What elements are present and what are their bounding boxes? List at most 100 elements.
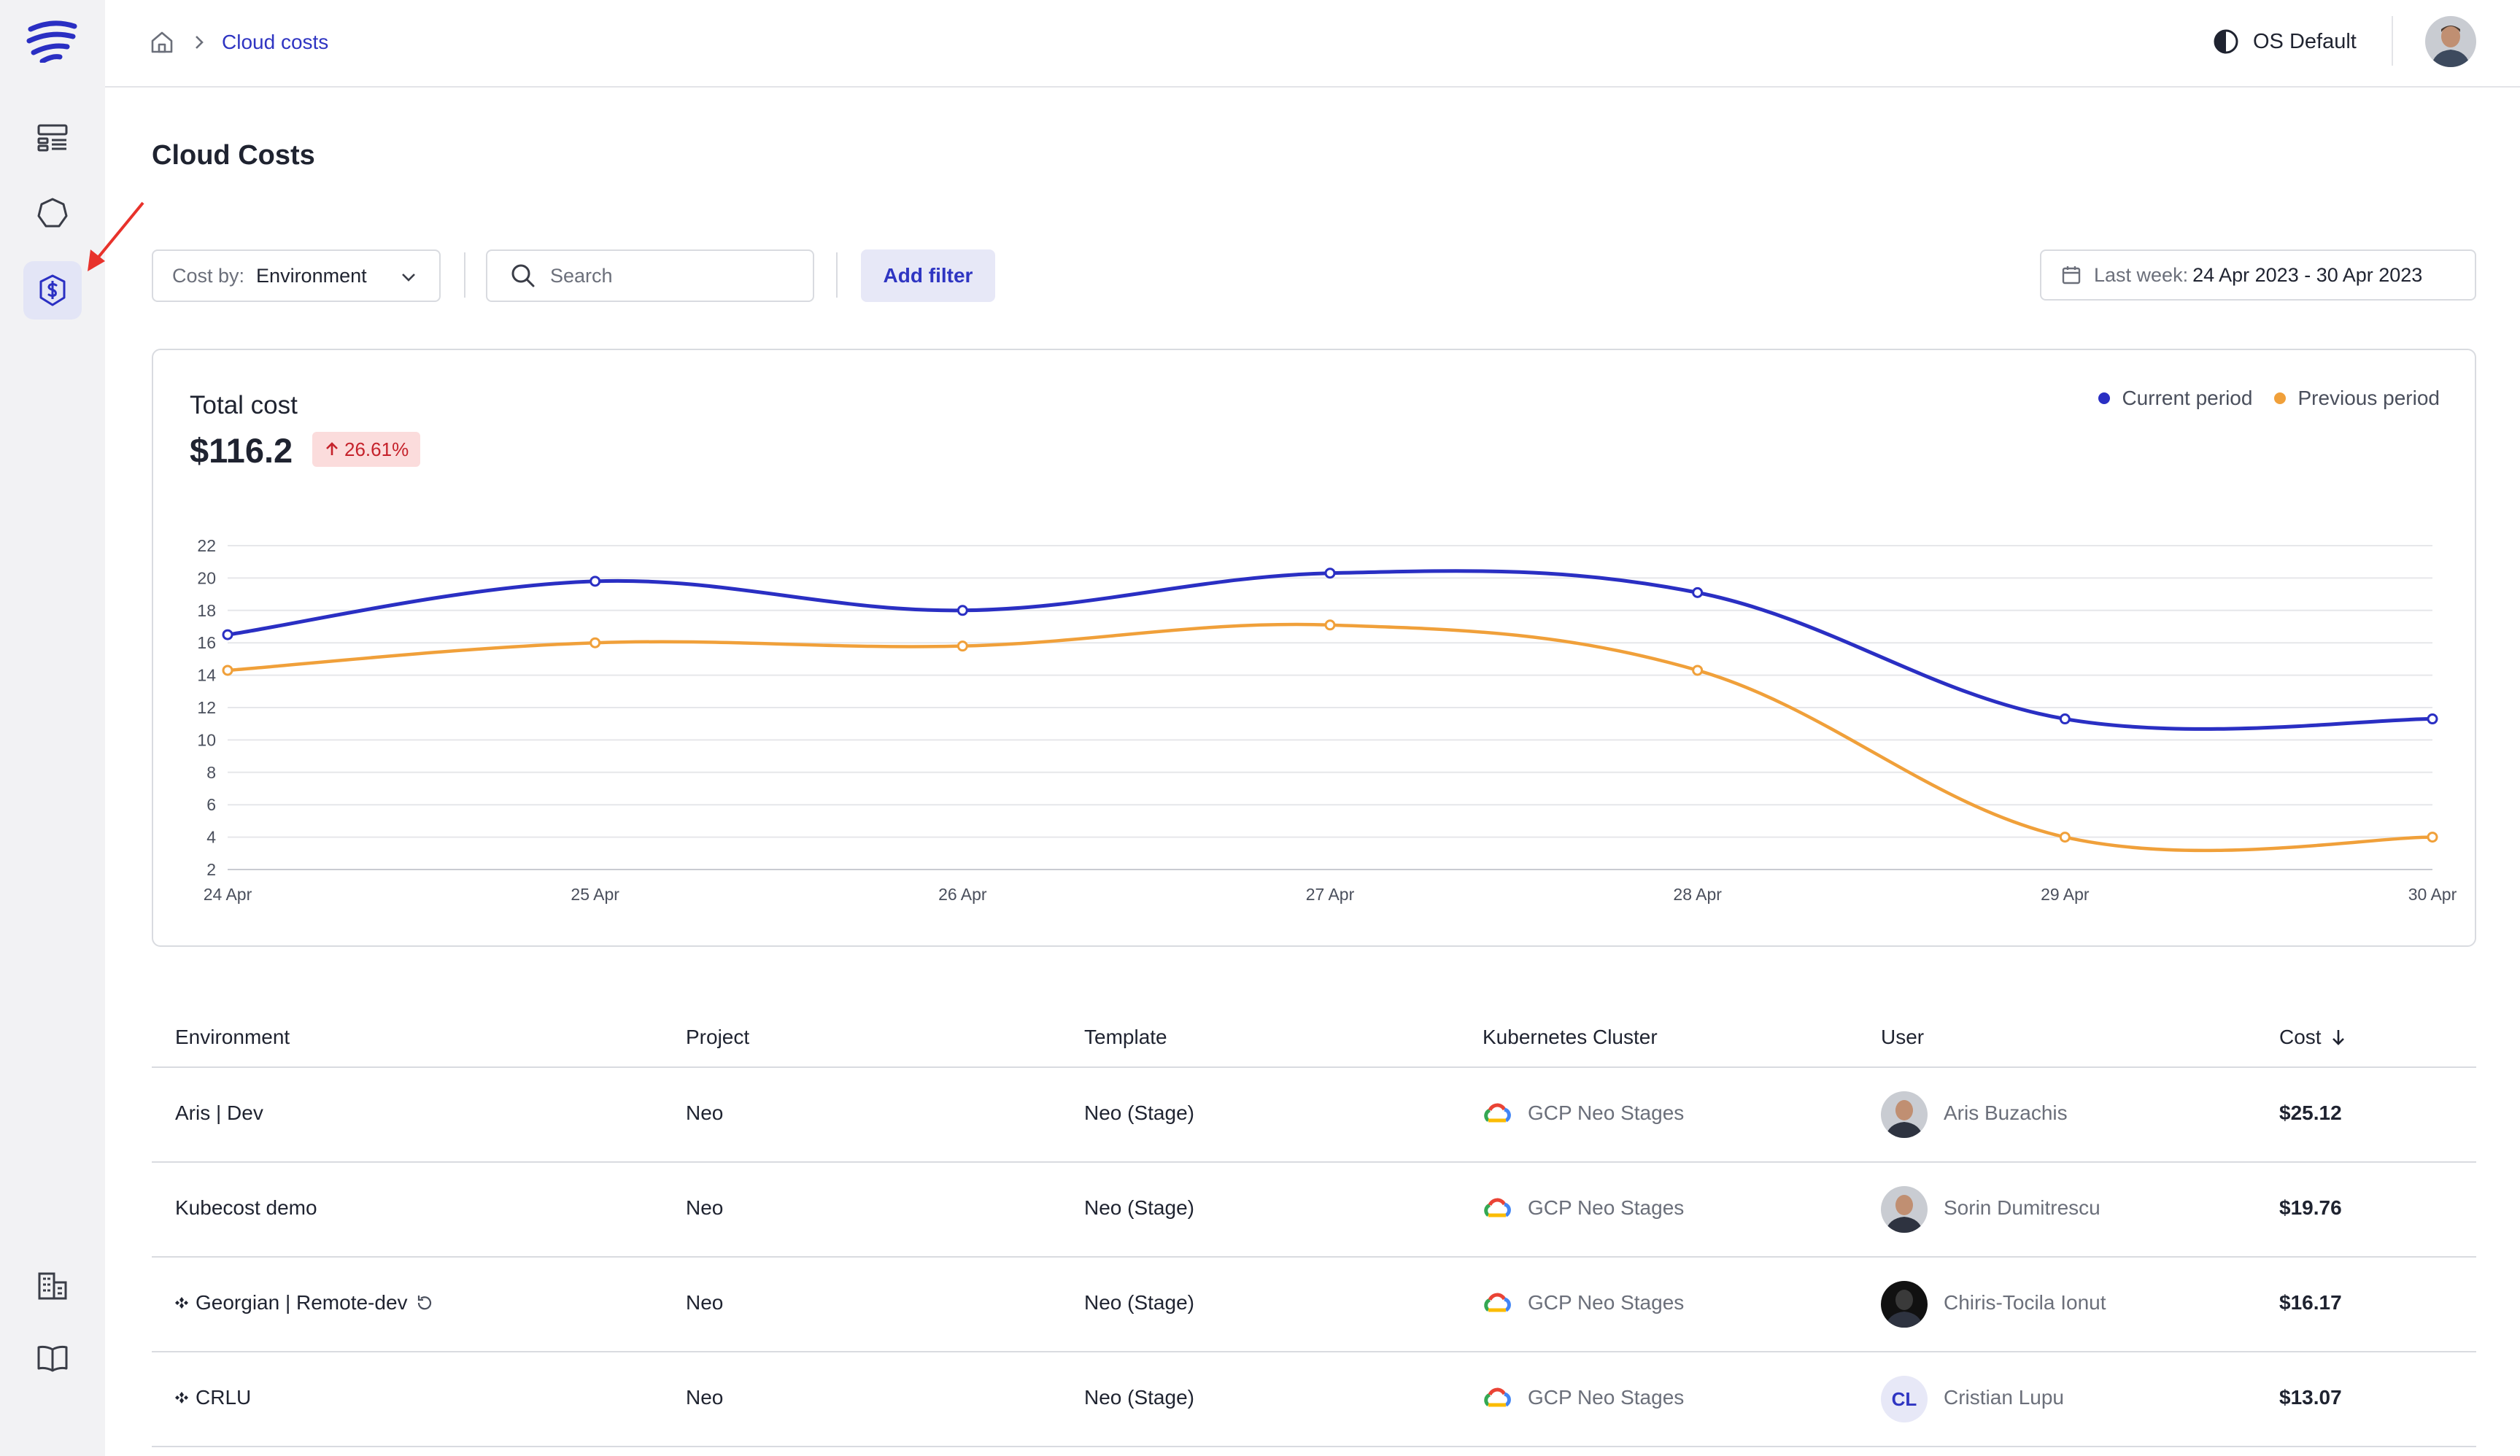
cell-cluster: GCP Neo Stages: [1483, 1101, 1684, 1125]
divider: [836, 252, 838, 298]
cluster-name: GCP Neo Stages: [1528, 1386, 1685, 1409]
sidebar-item-docs[interactable]: [23, 1329, 82, 1387]
sidebar-item-dashboard[interactable]: [23, 109, 82, 168]
gcp-cloud-icon: [1484, 1103, 1511, 1123]
table-row[interactable]: Georgian | Remote-dev Neo Neo (Stage) GCP N…: [152, 1258, 2476, 1352]
column-header-cost-label: Cost: [2279, 1026, 2322, 1048]
change-badge: 26.61%: [312, 432, 421, 467]
column-header-cost[interactable]: Cost: [2279, 1026, 2348, 1049]
cluster-name: GCP Neo Stages: [1528, 1196, 1685, 1219]
sidebar-item-environments[interactable]: [23, 184, 82, 242]
sidebar: [0, 0, 144, 1456]
current-period-line: [227, 569, 2433, 731]
home-icon[interactable]: [149, 29, 175, 55]
current-period-point: [956, 605, 968, 616]
total-cost-card: Total cost $116.2 26.61% Current period …: [152, 349, 2476, 947]
cell-user: Aris Buzachis: [1944, 1101, 2068, 1124]
cell-environment[interactable]: Kubecost demo: [175, 1196, 317, 1220]
cell-cluster: GCP Neo Stages: [1483, 1386, 1684, 1409]
date-range-picker[interactable]: Last week: 24 Apr 2023 - 30 Apr 2023: [2040, 249, 2476, 301]
breadcrumb-current[interactable]: Cloud costs: [222, 31, 329, 53]
reset-icon[interactable]: [415, 1293, 434, 1312]
y-tick-label: 6: [206, 795, 216, 814]
sort-desc-arrow-icon: [2332, 1030, 2344, 1045]
column-header-environment[interactable]: Environment: [175, 1026, 290, 1048]
search-input[interactable]: [550, 264, 798, 287]
theme-toggle-button[interactable]: OS Default: [2212, 23, 2357, 60]
current-period-point: [2427, 713, 2438, 725]
current-period-point: [590, 576, 601, 587]
arrow-up-icon: [326, 442, 338, 455]
table-row[interactable]: Aris | Dev Neo Neo (Stage) GCP Neo Stages Ar…: [152, 1068, 2476, 1163]
cell-template: Neo (Stage): [1084, 1291, 1194, 1314]
environment-name: CRLU: [196, 1386, 252, 1409]
cell-environment[interactable]: CRLU: [175, 1386, 251, 1409]
table-header: Environment Project Template Kubernetes …: [152, 1010, 2476, 1068]
date-range-label: Last week:: [2094, 263, 2189, 286]
user-avatar[interactable]: [2425, 16, 2476, 67]
change-value: 26.61%: [344, 438, 409, 460]
heptagon-icon: [37, 198, 68, 228]
calendar-icon: [2062, 266, 2081, 284]
y-tick-label: 4: [206, 828, 216, 847]
current-period-point: [2059, 713, 2071, 725]
legend-current-dot: [2098, 392, 2111, 404]
cell-user: Cristian Lupu: [1944, 1386, 2064, 1409]
divider: [2392, 16, 2393, 66]
gcp-cloud-icon: [1484, 1293, 1511, 1312]
x-tick-label: 27 Apr: [1306, 885, 1355, 904]
table-row[interactable]: Kubecost demo Neo Neo (Stage) GCP Neo Stage…: [152, 1163, 2476, 1258]
column-header-cluster[interactable]: Kubernetes Cluster: [1483, 1026, 1658, 1048]
sidebar-item-cloud-costs[interactable]: [23, 261, 82, 320]
cell-cost: $16.17: [2279, 1291, 2342, 1314]
cell-environment[interactable]: Aris | Dev: [175, 1101, 263, 1125]
cost-table: Environment Project Template Kubernetes …: [152, 1010, 2476, 1447]
legend-current-label: Current period: [2122, 387, 2253, 409]
previous-period-line: [227, 622, 2433, 853]
cluster-name: GCP Neo Stages: [1528, 1291, 1685, 1314]
dashboard-icon: [37, 124, 68, 152]
user-avatar: [1881, 1281, 1928, 1328]
cell-project: Neo: [686, 1196, 724, 1219]
chevron-right-icon: [196, 36, 204, 49]
signal-waves-logo-icon[interactable]: [26, 19, 79, 63]
y-tick-label: 20: [197, 568, 216, 587]
cell-project: Neo: [686, 1101, 724, 1124]
previous-period-point: [956, 640, 968, 652]
total-cost-title: Total cost: [190, 391, 298, 419]
x-tick-label: 24 Apr: [204, 885, 252, 904]
theme-label: OS Default: [2253, 29, 2357, 53]
y-tick-label: 10: [197, 730, 216, 749]
sidebar-item-organization[interactable]: [23, 1256, 82, 1314]
environment-name: Aris | Dev: [175, 1101, 263, 1124]
x-tick-label: 25 Apr: [571, 885, 619, 904]
cell-cluster: GCP Neo Stages: [1483, 1291, 1684, 1314]
cluster-name: GCP Neo Stages: [1528, 1101, 1685, 1124]
contrast-icon: [2214, 29, 2238, 54]
cell-environment[interactable]: Georgian | Remote-dev: [175, 1291, 434, 1314]
y-tick-label: 18: [197, 601, 216, 620]
y-tick-label: 12: [197, 698, 216, 717]
legend-current: Current period: [2098, 387, 2252, 410]
x-tick-label: 30 Apr: [2408, 885, 2457, 904]
column-header-user[interactable]: User: [1881, 1026, 1925, 1048]
current-period-point: [1324, 568, 1336, 579]
buildings-icon: [38, 1272, 67, 1300]
add-filter-button[interactable]: Add filter: [861, 249, 995, 302]
legend-previous-label: Previous period: [2297, 387, 2440, 409]
user-avatar: CL: [1881, 1376, 1928, 1422]
column-header-template[interactable]: Template: [1084, 1026, 1167, 1048]
legend-previous: Previous period: [2274, 387, 2440, 410]
y-tick-label: 22: [197, 536, 216, 555]
search-box[interactable]: [486, 249, 814, 302]
date-range-value: 24 Apr 2023 - 30 Apr 2023: [2192, 263, 2423, 286]
dollar-circle-icon: [39, 274, 66, 306]
y-tick-label: 8: [206, 763, 216, 782]
top-bar: Cloud costs OS Default: [105, 0, 2520, 88]
cost-by-select[interactable]: Cost by: Environment: [152, 249, 441, 302]
table-row[interactable]: CRLU Neo Neo (Stage) GCP Neo Stages CL Cristi…: [152, 1352, 2476, 1447]
previous-period-point: [590, 637, 601, 648]
diamond-cluster-icon: [175, 1392, 188, 1403]
cost-by-value: Environment: [256, 264, 367, 287]
column-header-project[interactable]: Project: [686, 1026, 750, 1048]
